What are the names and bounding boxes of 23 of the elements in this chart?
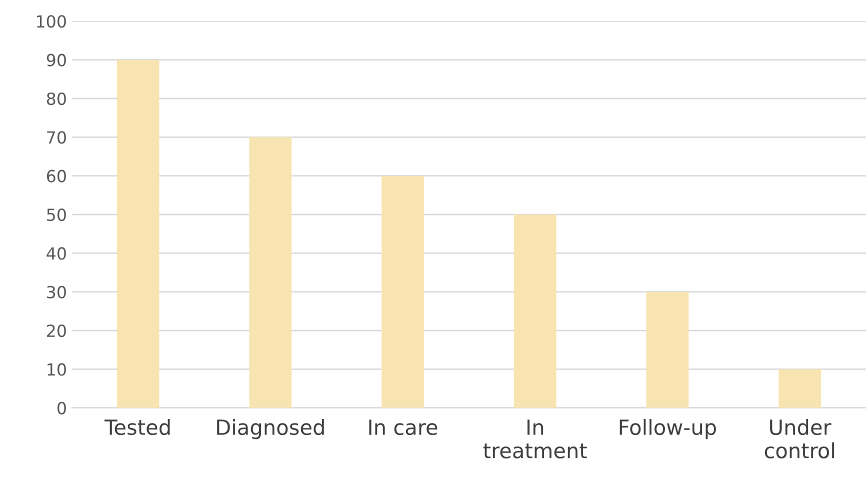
- y-tick-label: 80: [46, 92, 66, 106]
- y-tick-label: 30: [47, 286, 66, 298]
- bar: [514, 214, 556, 408]
- x-tick-label: Under control: [764, 418, 834, 458]
- x-tick-label: Diagnosed: [217, 418, 324, 440]
- x-tick-label: Follow-up: [620, 418, 716, 440]
- x-tick-label: In treatment: [483, 420, 587, 458]
- bar: [778, 369, 821, 408]
- x-tick-label: Tested: [104, 418, 170, 436]
- y-tick-label: 90: [46, 54, 66, 66]
- y-tick-label: 50: [47, 208, 66, 222]
- y-tick-label: 40: [46, 247, 66, 260]
- y-tick-label: 60: [46, 170, 66, 182]
- y-tick-label: 70: [47, 131, 66, 144]
- x-tick-label: In care: [369, 420, 438, 436]
- y-tick-label: 100: [37, 15, 66, 28]
- bar: [116, 60, 160, 408]
- bar: [249, 137, 292, 408]
- bar: [382, 176, 424, 408]
- y-tick-label: 20: [47, 324, 66, 338]
- y-tick-label: 10: [48, 363, 66, 376]
- bar: [646, 292, 689, 408]
- y-tick-label: 0: [58, 402, 66, 414]
